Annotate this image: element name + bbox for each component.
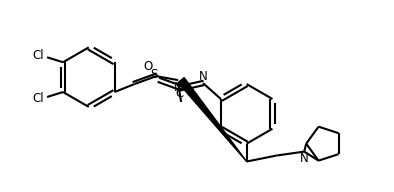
Text: O: O — [144, 60, 153, 73]
Text: C: C — [175, 87, 183, 99]
Text: S: S — [151, 68, 158, 81]
Text: Cl: Cl — [32, 49, 44, 62]
Text: Cl: Cl — [32, 93, 44, 105]
Text: N: N — [300, 152, 309, 165]
Text: N: N — [174, 81, 182, 94]
Polygon shape — [178, 78, 247, 161]
Text: N: N — [199, 70, 207, 83]
